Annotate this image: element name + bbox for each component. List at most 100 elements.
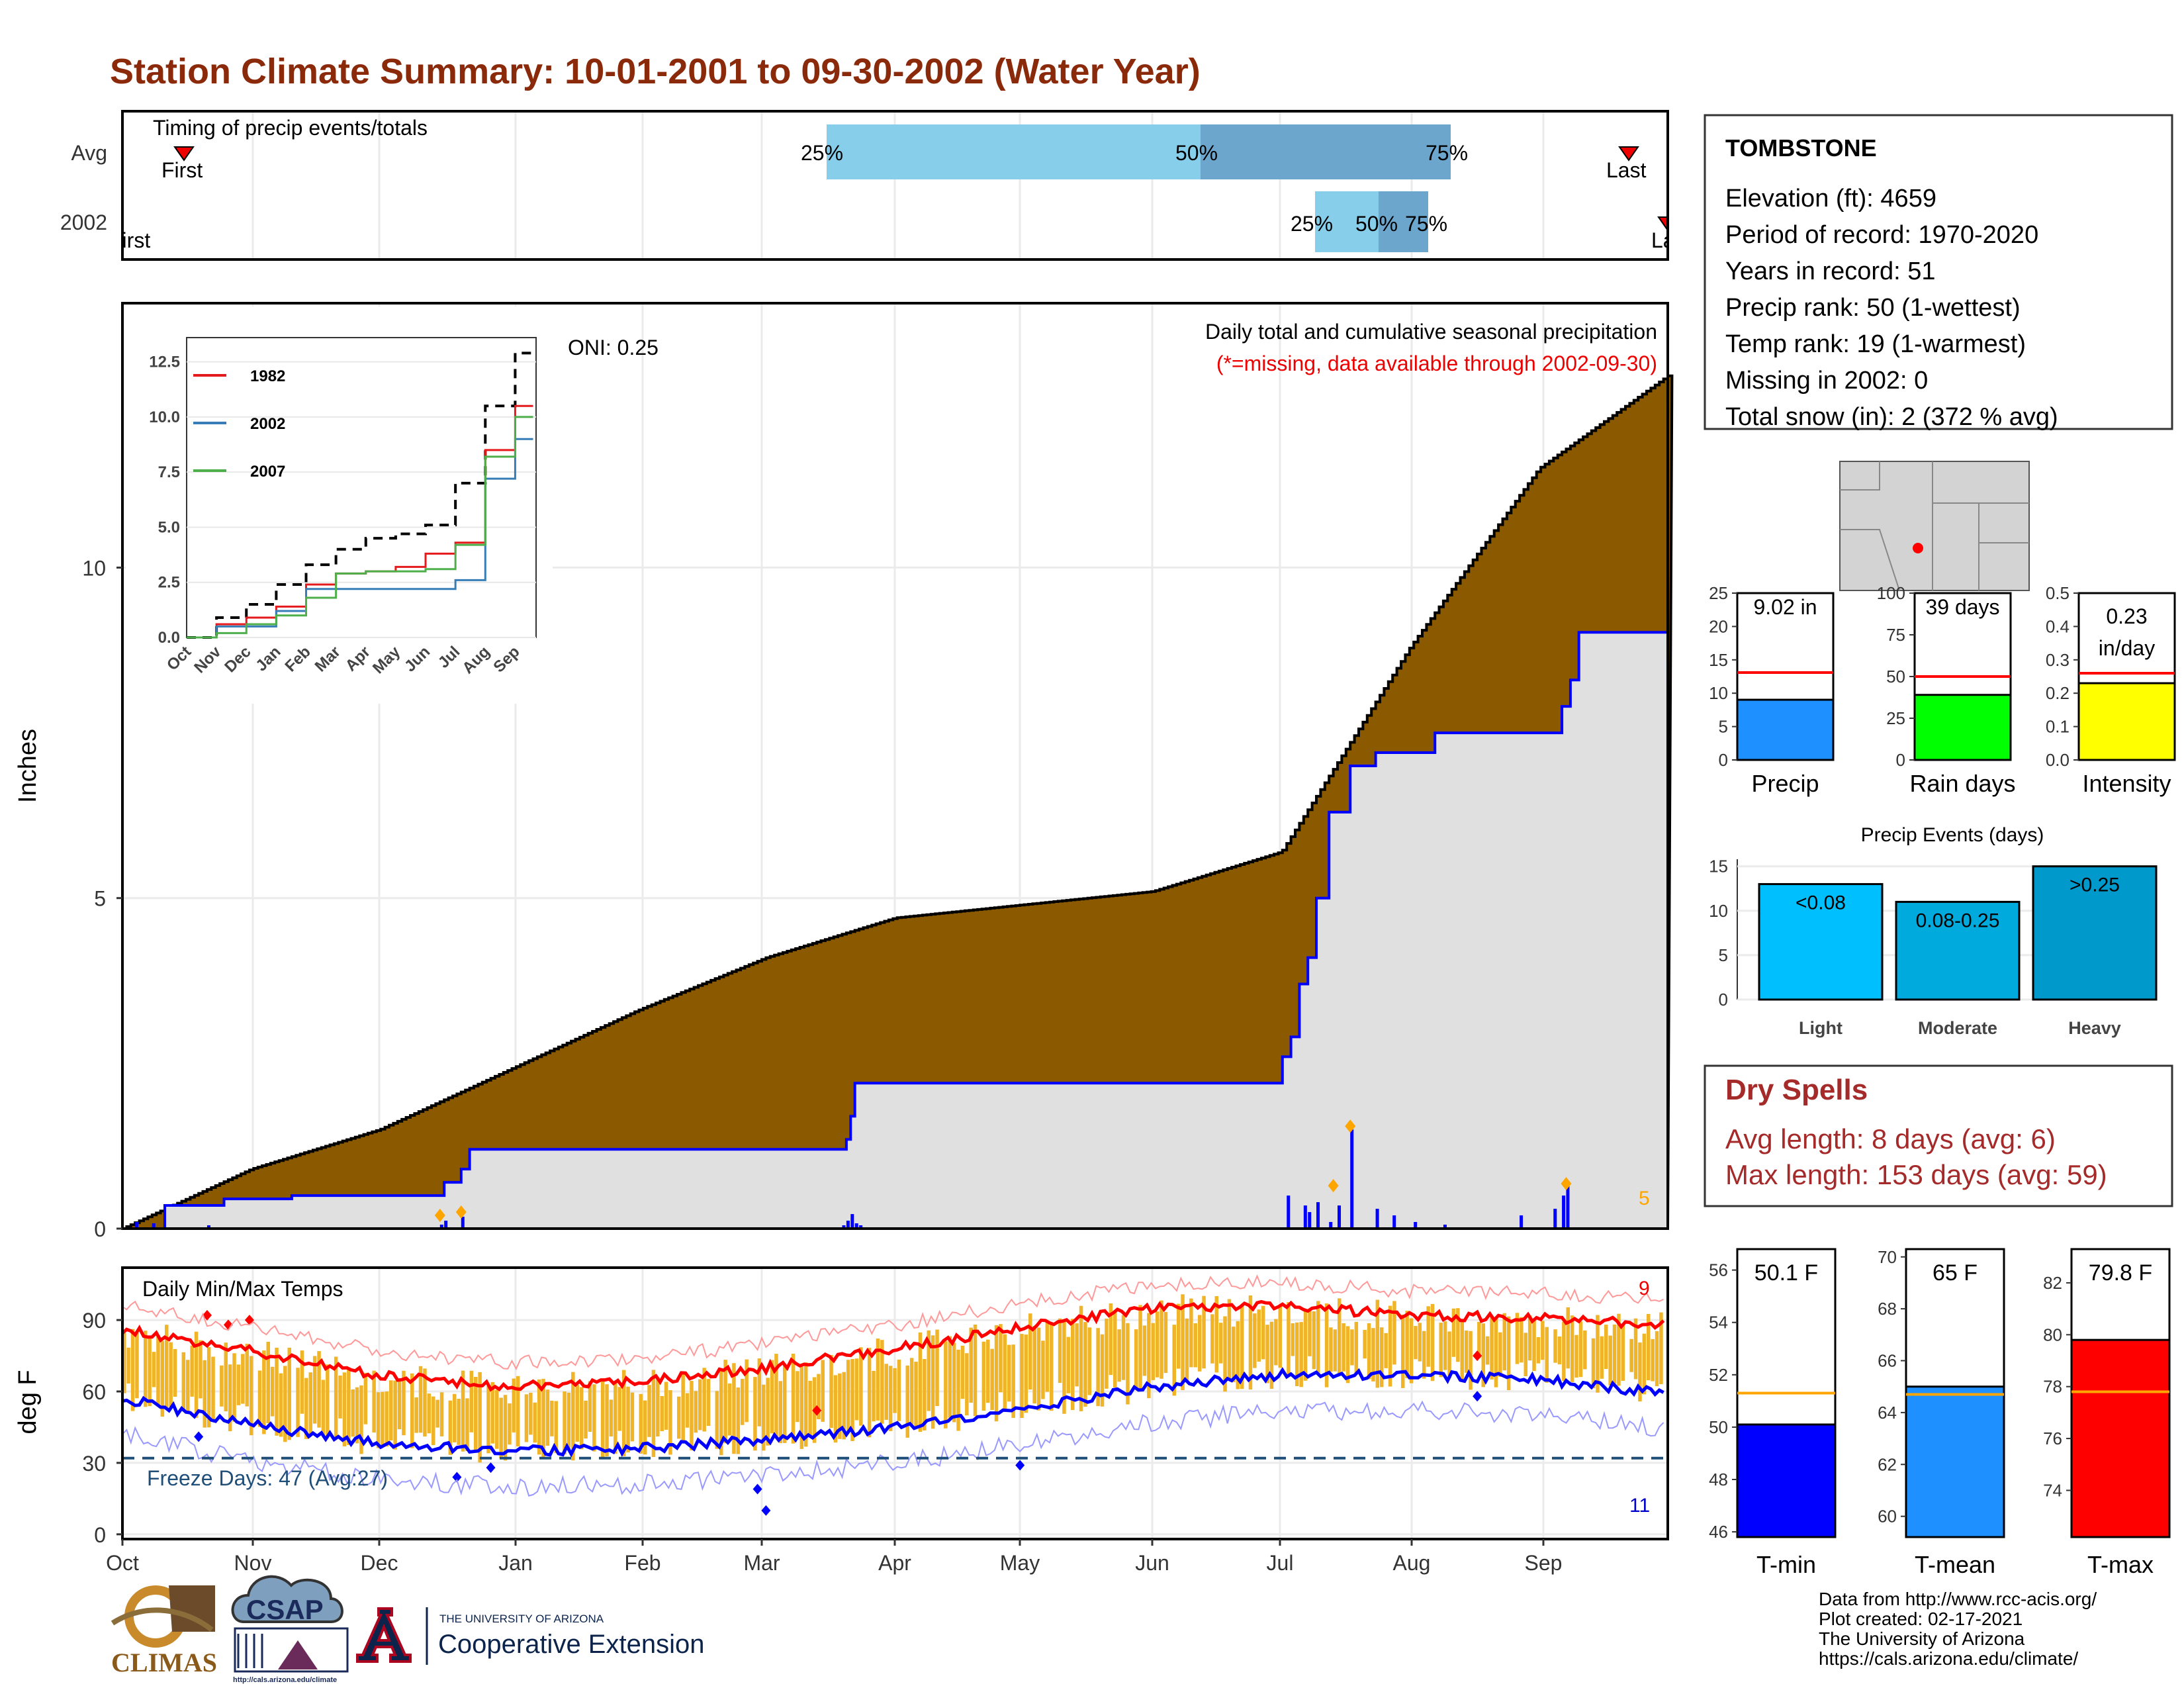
daily-temp-bar [1371,1328,1375,1382]
daily-precip-bar [854,1223,858,1229]
station-name: TOMBSTONE [1725,134,1877,162]
daily-temp-bar [516,1376,520,1447]
precip-panel: Daily total and cumulative seasonal prec… [14,302,1674,1241]
daily-temp-bar [969,1327,973,1403]
temp-summary-ytick-label: 52 [1709,1365,1728,1385]
summary-label: Rain days [1909,770,2015,797]
daily-temp-bar [685,1393,690,1428]
daily-temp-bar [270,1366,275,1417]
daily-temp-bar [736,1387,741,1454]
daily-temp-bar [1617,1313,1621,1386]
record-high-marker [1473,1350,1482,1362]
daily-temp-bar [1536,1337,1541,1364]
month-tick-label: Nov [234,1551,272,1575]
daily-temp-bar [372,1370,376,1432]
summary-bar-rain-days [1913,694,2012,761]
timing-obs-last-label: Last [1651,228,1692,252]
daily-temp-bar [994,1325,999,1422]
location-map [1839,461,2030,591]
daily-temp-bar [1485,1336,1490,1365]
daily-temp-bar [321,1380,326,1436]
daily-temp-bar [664,1382,668,1430]
daily-temp-bar [1566,1307,1570,1369]
daily-temp-bar [203,1360,206,1428]
daily-temp-bar [876,1338,880,1421]
daily-temp-bar [554,1401,558,1454]
daily-temp-bar [905,1365,909,1438]
daily-temp-bar [257,1370,262,1427]
daily-precip-bar [1338,1205,1342,1229]
timing-avg-last-marker [1618,146,1639,162]
daily-temp-bar [796,1371,799,1423]
events-bar-moderate [1895,900,2021,1001]
temp-summary-ytick-label: 70 [1878,1247,1897,1267]
daily-temp-bar [715,1391,719,1449]
freeze-days-label: Freeze Days: 47 (Avg:27) [147,1466,388,1490]
daily-temp-bar [287,1347,291,1440]
footer-credits: Data from http://www.rcc-acis.org/ Plot … [1819,1589,2097,1669]
daily-temp-bar [567,1392,571,1450]
month-tick-label: Jul [1267,1551,1294,1575]
daily-temp-bar [859,1347,863,1426]
daily-temp-bar [1261,1305,1265,1360]
daily-temp-bar [931,1335,935,1429]
temp-summary-ytick-label: 56 [1709,1260,1728,1280]
daily-temp-bar [973,1325,978,1417]
daily-temp-bar [630,1392,635,1442]
daily-temp-bar [351,1389,355,1437]
daily-temp-bar [872,1370,876,1422]
daily-temp-bar [512,1378,516,1432]
daily-temp-bar [186,1360,190,1413]
inset-ytick-label: 0.0 [158,629,180,647]
daily-temp-bar [1117,1329,1121,1382]
daily-temp-bar [1257,1309,1261,1362]
daily-temp-bar [1291,1323,1295,1356]
daily-precip-bar [1375,1209,1379,1229]
daily-temp-bar [1409,1318,1414,1383]
daily-temp-bar [1439,1323,1443,1378]
month-tick-label: Sep [1525,1551,1563,1575]
daily-temp-bar [677,1396,681,1439]
daily-temp-bar [1574,1335,1578,1378]
daily-precip-bar [1316,1202,1320,1229]
events-category-label: Light [1799,1018,1843,1038]
daily-temp-bar [550,1401,554,1436]
daily-temp-bar [1591,1338,1596,1389]
daily-temp-bar [1557,1336,1562,1365]
daily-temp-bar [1197,1315,1202,1372]
daily-temp-bar [1524,1333,1527,1376]
summary-ytick-label: 0.4 [2046,616,2070,636]
daily-temp-bar [376,1392,381,1448]
daily-temp-bar [1329,1327,1333,1372]
summary-ytick-label: 25 [1709,583,1728,603]
daily-temp-bar [1066,1336,1071,1393]
month-tick-label: Oct [106,1551,139,1575]
daily-temp-bar [359,1385,363,1454]
daily-temp-bar [1185,1318,1189,1382]
daily-temp-bar [495,1389,499,1449]
timing-row-2002: 2002 [60,211,107,234]
daily-temp-bar [563,1391,567,1454]
daily-temp-bar [897,1359,901,1421]
daily-temp-bar [774,1354,778,1436]
daily-temp-bar [1020,1334,1024,1418]
daily-temp-bar [236,1364,241,1405]
daily-temp-bar [1659,1312,1663,1384]
temp-ytick-label: 0 [94,1523,106,1547]
month-tick-label: Feb [624,1551,660,1575]
temp-summary-ytick-label: 82 [2043,1273,2062,1293]
inset-line-2007 [187,416,533,639]
daily-precip-bar [1520,1215,1524,1229]
daily-temp-bar [727,1383,732,1436]
daily-temp-bar [1506,1316,1511,1391]
station-snow: Total snow (in): 2 (372 % avg) [1725,403,2058,431]
extreme-precip-marker [1328,1179,1339,1193]
daily-temp-bar [617,1387,621,1431]
daily-temp-bar [1363,1330,1367,1359]
daily-temp-bar [1600,1336,1604,1379]
daily-temp-bar [122,1333,126,1393]
daily-temp-bar [783,1364,787,1443]
events-ytick-label: 10 [1709,901,1728,921]
month-tick-label: Jan [498,1551,533,1575]
daily-temp-bar [981,1341,986,1411]
